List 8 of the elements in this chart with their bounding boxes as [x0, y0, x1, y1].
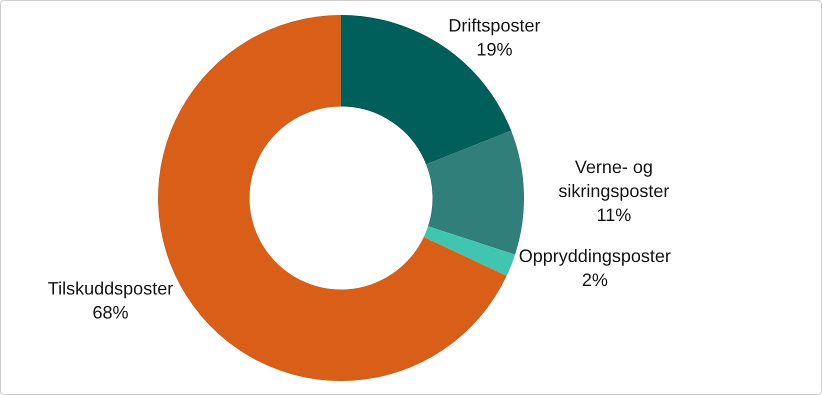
- slice-label: Oppryddingsposter: [518, 246, 671, 266]
- data-label: 68%: [92, 302, 129, 322]
- data-label: 2%: [582, 270, 608, 290]
- slice-label: Driftsposter: [448, 15, 540, 36]
- data-label: 19%: [476, 39, 512, 60]
- slice-label: Verne- og sikringsposter: [558, 156, 670, 201]
- data-label: 11%: [596, 204, 632, 225]
- slice-label: Tilskuddsposter: [48, 278, 174, 298]
